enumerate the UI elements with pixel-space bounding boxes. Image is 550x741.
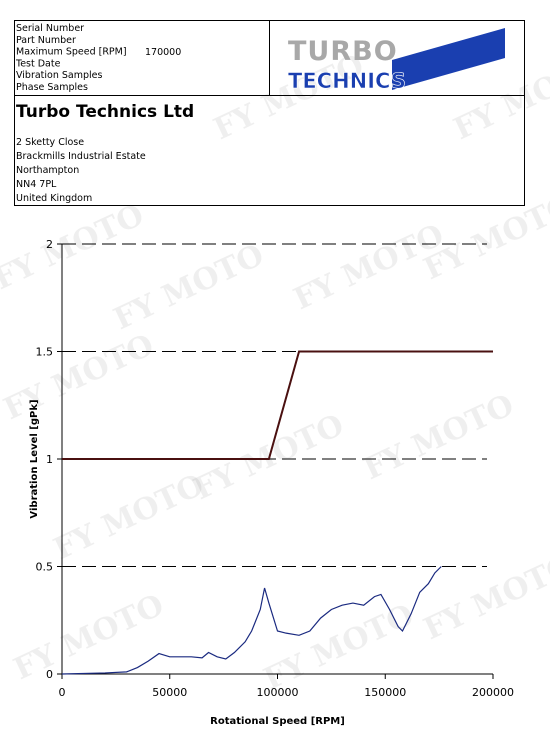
field-label: Phase Samples (16, 82, 88, 93)
x-tick-label: 0 (59, 686, 66, 699)
field-label: Test Date (15, 58, 61, 69)
y-tick-label: 0 (46, 668, 53, 681)
series-line (62, 350, 493, 460)
x-tick-label: 100000 (257, 686, 299, 699)
series-line (61, 566, 442, 675)
max-speed: 170000 (145, 47, 181, 58)
address-line: Brackmills Industrial Estate (16, 151, 146, 162)
x-tick-label: 150000 (364, 686, 406, 699)
address-line: 2 Sketty Close (16, 137, 84, 148)
chart: 0 0.5 1 1.5 2 0 50000 100000 150000 200000 Rotatio… (29, 238, 514, 727)
address: 2 Sketty Close Brackmills Industrial Esta… (16, 137, 146, 204)
logo: TURBO TECHNICS (288, 28, 505, 93)
x-tick-label: 50000 (152, 686, 187, 699)
logo-slab (392, 28, 505, 90)
field-label: Serial Number (16, 23, 84, 34)
y-axis-label: Vibration Level [gPk] (29, 399, 40, 518)
logo-bottom: TECHNICS (288, 69, 406, 93)
y-tick-label: 2 (46, 238, 53, 251)
address-line: United Kingdom (16, 193, 92, 204)
field-label: Vibration Samples (16, 70, 103, 81)
x-tick-label: 200000 (472, 686, 514, 699)
x-axis-label: Rotational Speed [RPM] (210, 716, 345, 727)
field-label: Part Number (16, 35, 76, 46)
logo-top: TURBO (288, 36, 398, 67)
field-label: Maximum Speed [RPM] (16, 47, 127, 58)
address-line: NN4 7PL (16, 179, 57, 190)
y-tick-label: 1 (46, 453, 53, 466)
y-tick-label: 1.5 (36, 346, 54, 359)
y-tick-label: 0.5 (36, 561, 54, 574)
company: Turbo Technics Ltd (16, 102, 194, 122)
address-line: Northampton (16, 165, 79, 176)
